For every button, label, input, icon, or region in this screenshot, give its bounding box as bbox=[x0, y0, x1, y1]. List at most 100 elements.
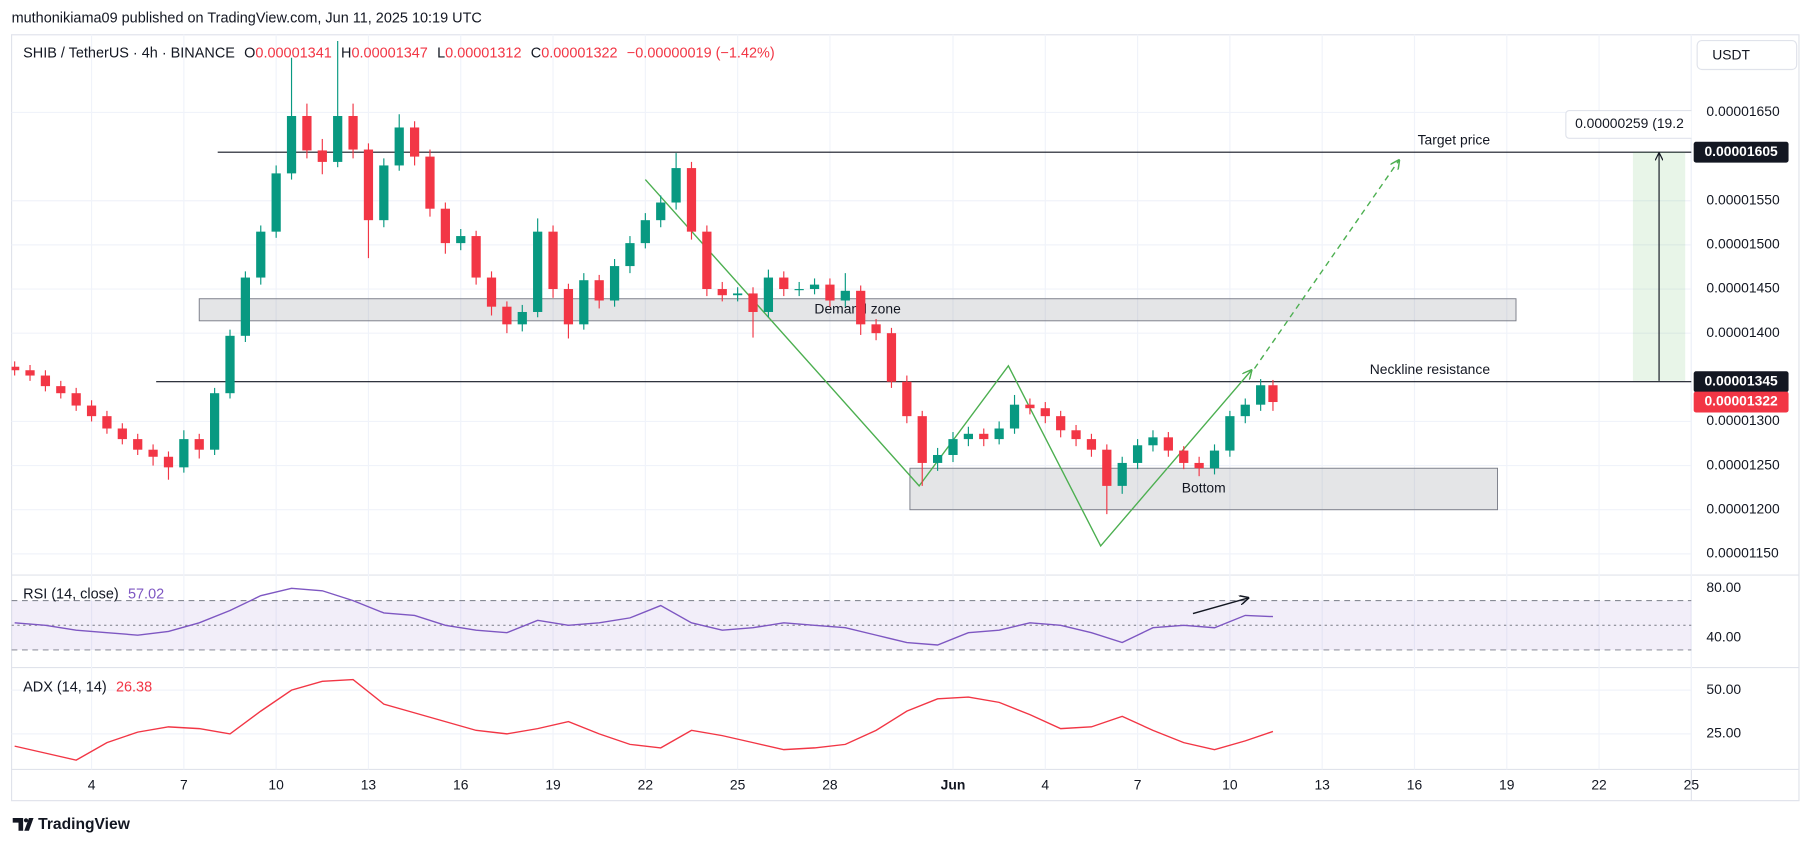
indicator-name: RSI (14, close) bbox=[23, 587, 119, 603]
candle-body bbox=[963, 433, 973, 440]
candle-body bbox=[563, 289, 574, 325]
ohlc-key: O bbox=[244, 45, 255, 61]
candle-body bbox=[1163, 437, 1173, 451]
price-badge-label: 0.00001345 bbox=[1704, 372, 1778, 388]
adx-pane bbox=[14, 678, 1274, 761]
candle-body bbox=[86, 405, 97, 417]
chart-frame bbox=[10, 34, 1800, 802]
candle-body bbox=[225, 335, 235, 394]
candle-body bbox=[71, 393, 81, 406]
x-tick-label: 13 bbox=[1314, 776, 1330, 792]
x-tick-label: 16 bbox=[453, 776, 469, 792]
candle-body bbox=[486, 277, 497, 307]
candle-body bbox=[1209, 450, 1220, 469]
indicator-legend: RSI (14, close) 57.02 bbox=[23, 587, 164, 603]
currency-label[interactable]: USDT bbox=[1712, 46, 1750, 62]
candle-body bbox=[210, 393, 220, 450]
x-tick-label: 22 bbox=[1591, 776, 1607, 792]
candle-body bbox=[440, 208, 450, 244]
y-tick-label: 0.00001250 bbox=[1706, 456, 1780, 472]
candle-body bbox=[533, 231, 543, 312]
price-badge-label: 0.00001605 bbox=[1704, 143, 1778, 159]
brand-logo bbox=[12, 817, 34, 831]
candle-body bbox=[117, 428, 127, 440]
candle-body bbox=[809, 284, 820, 290]
x-tick-label: 19 bbox=[545, 776, 561, 792]
indicator-legend: ADX (14, 14) 26.38 bbox=[23, 679, 152, 695]
candle-body bbox=[379, 165, 389, 221]
candle-body bbox=[1102, 449, 1112, 486]
y-tick-label: 50.00 bbox=[1706, 681, 1741, 697]
candle-body bbox=[240, 277, 251, 336]
candle-body bbox=[686, 168, 697, 232]
candle-body bbox=[1025, 404, 1035, 409]
candle-body bbox=[333, 116, 343, 162]
candle-body bbox=[502, 306, 512, 325]
candle-body bbox=[471, 236, 481, 278]
candle-body bbox=[625, 243, 635, 267]
y-tick-label: 80.00 bbox=[1706, 579, 1741, 595]
x-tick-label: 4 bbox=[1041, 776, 1049, 792]
candle-body bbox=[56, 386, 66, 394]
candle-body bbox=[671, 168, 681, 203]
candle-body bbox=[1132, 445, 1143, 463]
candle-body bbox=[609, 266, 620, 301]
candle-body bbox=[825, 284, 835, 301]
published-line: muthonikiama09 published on TradingView.… bbox=[12, 10, 482, 26]
candle-body bbox=[425, 156, 435, 209]
x-tick-label: 13 bbox=[361, 776, 377, 792]
candle-body bbox=[25, 370, 35, 376]
candle-body bbox=[579, 280, 589, 325]
candle-body bbox=[717, 289, 727, 296]
trend-arrow bbox=[1192, 598, 1248, 615]
candle-body bbox=[1240, 404, 1250, 417]
candle-body bbox=[948, 439, 958, 455]
candle-body bbox=[1148, 437, 1158, 446]
candle-body bbox=[871, 324, 881, 334]
ohlc-key: H bbox=[341, 45, 351, 61]
ohlc-value: 0.00001341 bbox=[255, 45, 331, 61]
indicator-value: 26.38 bbox=[116, 679, 152, 695]
candle-body bbox=[1040, 408, 1050, 417]
candle-body bbox=[11, 366, 20, 371]
y-tick-label: 0.00001200 bbox=[1706, 500, 1780, 516]
x-tick-label: 7 bbox=[1134, 776, 1142, 792]
ohlc-value: 0.00001347 bbox=[351, 45, 427, 61]
candle-body bbox=[794, 289, 804, 291]
currency-button[interactable] bbox=[1696, 39, 1798, 71]
candle-body bbox=[40, 375, 51, 387]
x-tick-label: 25 bbox=[730, 776, 746, 792]
symbol-legend: SHIB / TetherUS · 4h · BINANCE O0.0000134… bbox=[23, 45, 775, 61]
candle-body bbox=[840, 290, 850, 301]
candle-body bbox=[548, 231, 558, 290]
candle-body bbox=[1086, 439, 1097, 450]
candle-body bbox=[317, 150, 327, 162]
candle-body bbox=[1194, 462, 1204, 469]
measure-label: 0.00000259 (19.2 bbox=[1575, 115, 1684, 131]
candle-body bbox=[748, 293, 758, 312]
candle-body bbox=[394, 127, 404, 166]
candle-body bbox=[733, 293, 743, 296]
indicator-value: 57.02 bbox=[128, 587, 164, 603]
price-badge bbox=[1693, 141, 1789, 163]
y-tick-label: 0.00001300 bbox=[1706, 412, 1780, 428]
indicator-line bbox=[14, 587, 1273, 646]
line-label: Target price bbox=[1418, 131, 1491, 147]
y-tick-label: 0.00001550 bbox=[1706, 191, 1780, 207]
candle-body bbox=[656, 202, 666, 221]
candle-body bbox=[1071, 430, 1081, 440]
y-tick-label: 25.00 bbox=[1706, 725, 1741, 741]
price-change: −0.00000019 (−1.42%) bbox=[627, 45, 775, 61]
grid bbox=[11, 34, 1692, 770]
x-tick-label: 22 bbox=[638, 776, 654, 792]
candle-body bbox=[271, 173, 281, 232]
candle-body bbox=[886, 333, 897, 382]
candle-body bbox=[179, 439, 189, 468]
candle-body bbox=[363, 149, 374, 221]
candle-body bbox=[302, 116, 312, 151]
x-tick-label: 10 bbox=[268, 776, 284, 792]
y-tick-label: 40.00 bbox=[1706, 628, 1741, 644]
